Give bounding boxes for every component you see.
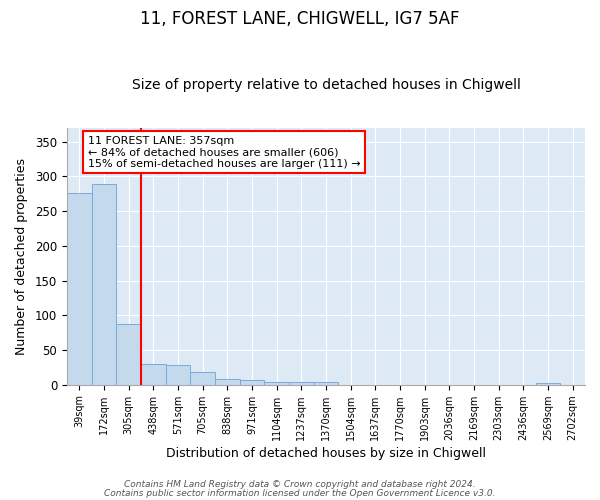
Bar bbox=[239, 380, 264, 384]
Text: 11 FOREST LANE: 357sqm
← 84% of detached houses are smaller (606)
15% of semi-de: 11 FOREST LANE: 357sqm ← 84% of detached… bbox=[88, 136, 360, 169]
Bar bbox=[536, 382, 560, 384]
Bar bbox=[289, 382, 314, 384]
Bar bbox=[314, 382, 338, 384]
Text: Contains HM Land Registry data © Crown copyright and database right 2024.: Contains HM Land Registry data © Crown c… bbox=[124, 480, 476, 489]
Text: 11, FOREST LANE, CHIGWELL, IG7 5AF: 11, FOREST LANE, CHIGWELL, IG7 5AF bbox=[140, 10, 460, 28]
Text: Contains public sector information licensed under the Open Government Licence v3: Contains public sector information licen… bbox=[104, 488, 496, 498]
Title: Size of property relative to detached houses in Chigwell: Size of property relative to detached ho… bbox=[131, 78, 520, 92]
X-axis label: Distribution of detached houses by size in Chigwell: Distribution of detached houses by size … bbox=[166, 447, 486, 460]
Bar bbox=[166, 364, 190, 384]
Bar bbox=[141, 364, 166, 384]
Bar bbox=[190, 372, 215, 384]
Bar bbox=[116, 324, 141, 384]
Bar bbox=[215, 379, 239, 384]
Bar bbox=[92, 184, 116, 384]
Y-axis label: Number of detached properties: Number of detached properties bbox=[15, 158, 28, 355]
Bar bbox=[67, 193, 92, 384]
Bar bbox=[264, 382, 289, 384]
